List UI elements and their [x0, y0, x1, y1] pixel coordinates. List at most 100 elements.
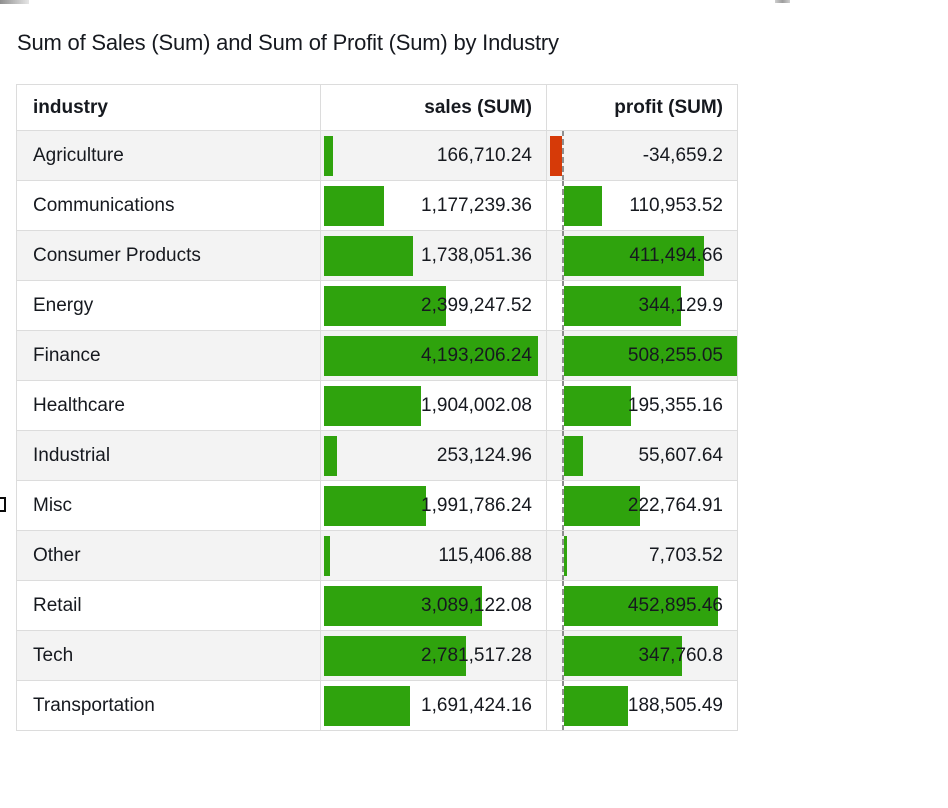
column-header-industry[interactable]: industry: [16, 84, 321, 131]
industry-cell[interactable]: Healthcare: [16, 380, 321, 431]
profit-zero-baseline: [562, 381, 564, 430]
profit-cell[interactable]: 508,255.05: [546, 330, 738, 381]
profit-cell[interactable]: 347,760.8: [546, 630, 738, 681]
profit-cell[interactable]: 7,703.52: [546, 530, 738, 581]
profit-zero-baseline: [562, 681, 564, 730]
profit-data-bar: [564, 335, 737, 376]
sales-cell[interactable]: 1,904,002.08: [320, 380, 547, 431]
sales-cell[interactable]: 1,177,239.36: [320, 180, 547, 231]
column-header-sales[interactable]: sales (SUM): [320, 84, 547, 131]
industry-cell[interactable]: Agriculture: [16, 130, 321, 181]
profit-data-bar: [564, 235, 705, 276]
sales-data-bar: [324, 535, 330, 576]
industry-label: Communications: [33, 194, 175, 216]
profit-cell[interactable]: 411,494.66: [546, 230, 738, 281]
sales-value: 2,781,517.28: [421, 644, 532, 666]
sales-value: 253,124.96: [436, 444, 532, 466]
industry-cell[interactable]: Other: [16, 530, 321, 581]
sales-data-bar: [324, 235, 413, 276]
industry-label: Other: [33, 544, 81, 566]
table-row: Transportation 1,691,424.16 188,505.49: [16, 680, 738, 731]
sales-value: 1,904,002.08: [421, 394, 532, 416]
industry-label: Retail: [33, 594, 82, 616]
profit-data-bar: [550, 135, 562, 176]
sales-value: 2,399,247.52: [421, 294, 532, 316]
table-row: Misc 1,991,786.24 222,764.91: [16, 480, 738, 531]
table-row: Energy 2,399,247.52 344,129.9: [16, 280, 738, 331]
profit-value: 55,607.64: [638, 444, 723, 466]
profit-zero-baseline: [562, 281, 564, 330]
profit-zero-baseline: [562, 631, 564, 680]
sales-value: 4,193,206.24: [421, 344, 532, 366]
profit-cell[interactable]: 188,505.49: [546, 680, 738, 731]
sales-value: 3,089,122.08: [421, 594, 532, 616]
sales-cell[interactable]: 166,710.24: [320, 130, 547, 181]
sales-data-bar: [324, 185, 385, 226]
header-row: industry sales (SUM) profit (SUM): [16, 84, 738, 131]
screen-artifact-left-square: [0, 497, 6, 512]
table-row: Tech 2,781,517.28 347,760.8: [16, 630, 738, 681]
industry-cell[interactable]: Tech: [16, 630, 321, 681]
industry-label: Misc: [33, 494, 73, 516]
sales-cell[interactable]: 253,124.96: [320, 430, 547, 481]
industry-label: Transportation: [33, 694, 155, 716]
industry-cell[interactable]: Communications: [16, 180, 321, 231]
industry-cell[interactable]: Industrial: [16, 430, 321, 481]
profit-zero-baseline: [562, 231, 564, 280]
industry-cell[interactable]: Transportation: [16, 680, 321, 731]
industry-cell[interactable]: Misc: [16, 480, 321, 531]
industry-cell[interactable]: Retail: [16, 580, 321, 631]
profit-cell[interactable]: 110,953.52: [546, 180, 738, 231]
profit-cell[interactable]: -34,659.2: [546, 130, 738, 181]
profit-data-bar: [564, 585, 719, 626]
profit-zero-baseline: [562, 581, 564, 630]
profit-data-bar: [564, 485, 640, 526]
profit-data-bar: [564, 385, 631, 426]
industry-label: Agriculture: [33, 144, 124, 166]
profit-value: -34,659.2: [642, 144, 723, 166]
industry-cell[interactable]: Finance: [16, 330, 321, 381]
profit-value: 347,760.8: [638, 644, 723, 666]
profit-value: 508,255.05: [627, 344, 723, 366]
table-row: Finance 4,193,206.24 508,255.05: [16, 330, 738, 381]
profit-value: 195,355.16: [627, 394, 723, 416]
profit-zero-baseline: [562, 531, 564, 580]
sales-data-bar: [324, 435, 337, 476]
profit-value: 222,764.91: [627, 494, 723, 516]
sales-cell[interactable]: 115,406.88: [320, 530, 547, 581]
table-row: Communications 1,177,239.36 110,953.52: [16, 180, 738, 231]
sales-data-bar: [324, 585, 482, 626]
sales-data-bar: [324, 635, 466, 676]
sales-cell[interactable]: 4,193,206.24: [320, 330, 547, 381]
profit-zero-baseline: [562, 431, 564, 480]
industry-label: Consumer Products: [33, 244, 201, 266]
industry-cell[interactable]: Consumer Products: [16, 230, 321, 281]
sales-value: 1,177,239.36: [421, 194, 532, 216]
industry-label: Finance: [33, 344, 101, 366]
profit-value: 188,505.49: [627, 694, 723, 716]
profit-cell[interactable]: 195,355.16: [546, 380, 738, 431]
profit-cell[interactable]: 452,895.46: [546, 580, 738, 631]
sales-cell[interactable]: 2,781,517.28: [320, 630, 547, 681]
sales-cell[interactable]: 3,089,122.08: [320, 580, 547, 631]
sales-value: 1,691,424.16: [421, 694, 532, 716]
table-row: Healthcare 1,904,002.08 195,355.16: [16, 380, 738, 431]
profit-data-bar: [564, 185, 602, 226]
profit-value: 344,129.9: [638, 294, 723, 316]
sales-data-bar: [324, 335, 538, 376]
column-header-profit[interactable]: profit (SUM): [546, 84, 738, 131]
sales-value: 115,406.88: [438, 544, 532, 566]
sales-cell[interactable]: 2,399,247.52: [320, 280, 547, 331]
profit-cell[interactable]: 344,129.9: [546, 280, 738, 331]
industry-cell[interactable]: Energy: [16, 280, 321, 331]
industry-label: Industrial: [33, 444, 111, 466]
sales-cell[interactable]: 1,738,051.36: [320, 230, 547, 281]
sales-data-bar: [324, 685, 411, 726]
industry-label: Energy: [33, 294, 94, 316]
profit-data-bar: [564, 685, 629, 726]
industry-label: Tech: [33, 644, 74, 666]
sales-cell[interactable]: 1,991,786.24: [320, 480, 547, 531]
profit-cell[interactable]: 222,764.91: [546, 480, 738, 531]
sales-cell[interactable]: 1,691,424.16: [320, 680, 547, 731]
profit-cell[interactable]: 55,607.64: [546, 430, 738, 481]
